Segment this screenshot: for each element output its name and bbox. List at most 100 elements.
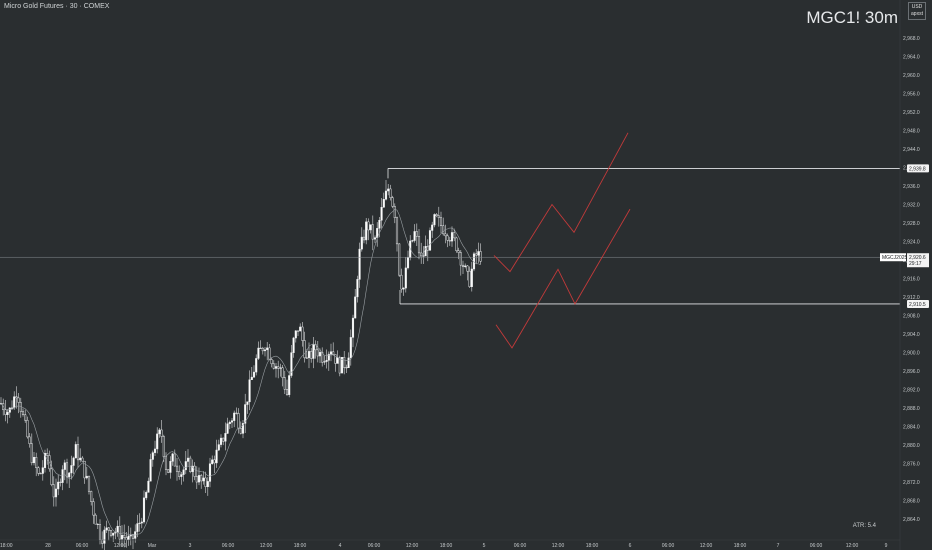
candle-body: [215, 449, 218, 464]
candle-body: [446, 235, 449, 241]
support-price-tag: 2,910.5: [907, 299, 929, 308]
ma-line: [0, 209, 481, 536]
candle-body: [347, 357, 350, 368]
price-tags: 2,939.8 2,910.5 MGCJ2025 2,920.629:17: [880, 164, 929, 308]
candle-body: [30, 443, 33, 464]
candle-body: [197, 475, 201, 483]
time-tick-label: 7: [777, 543, 780, 549]
candle-body: [167, 469, 170, 473]
candle-body: [120, 534, 124, 540]
candle-body: [285, 389, 289, 395]
time-tick-label: 06:00: [662, 543, 675, 549]
price-tick-label: 2,892.0: [903, 388, 920, 394]
candle-body: [6, 412, 9, 415]
projection-path-1: [493, 132, 629, 273]
candle-body: [43, 453, 47, 468]
price-tick-label: 2,944.0: [903, 147, 920, 153]
candle-body: [35, 456, 38, 469]
time-axis[interactable]: 18:00 28 06:00 12:00 Mar 3 06:00 12:00 18:00 4 06:…: [0, 539, 900, 549]
candle-body: [354, 296, 357, 319]
candle-body: [79, 457, 82, 461]
candle-body: [439, 217, 443, 226]
candle-body: [426, 246, 429, 251]
candle-body: [224, 433, 227, 442]
support-price-tag-text: 2,910.5: [909, 302, 926, 308]
candle-body: [118, 525, 121, 540]
candle-body: [13, 396, 16, 409]
time-tick-label: 28: [45, 543, 51, 549]
price-tick-label: 2,916.0: [903, 277, 920, 283]
horizontal-levels: [0, 168, 900, 305]
candle-body: [336, 357, 339, 364]
candle-body: [200, 475, 203, 482]
candle-body: [455, 237, 458, 252]
candle-body: [252, 371, 256, 378]
candle-body: [351, 317, 355, 338]
candle-body: [239, 428, 242, 434]
price-tick-label: 2,928.0: [903, 221, 920, 227]
candle-body: [301, 326, 304, 341]
candle-body: [310, 351, 313, 359]
price-tick-label: 2,880.0: [903, 443, 920, 449]
candle-body: [195, 476, 198, 483]
candle-body: [266, 347, 269, 351]
candle-body: [156, 433, 159, 450]
candle-body: [59, 481, 62, 483]
price-axis[interactable]: 2,968.0 2,964.0 2,960.0 2,956.0 2,952.0 2,948…: [899, 0, 920, 550]
candle-body: [17, 397, 20, 403]
candle-body: [475, 253, 478, 256]
candle-body: [380, 207, 383, 221]
candle-body: [10, 407, 14, 409]
candle-body: [226, 423, 229, 434]
price-tick-label: 2,888.0: [903, 406, 920, 412]
candle-body: [255, 358, 258, 373]
time-tick-label: 12:00: [260, 543, 273, 549]
candle-body: [37, 467, 40, 474]
support-price-tag-bg: [907, 299, 929, 308]
currency-sub-label: apxst: [911, 11, 923, 17]
price-tick-label: 2,924.0: [903, 240, 920, 246]
candle-body: [90, 491, 93, 502]
candle-body: [228, 421, 231, 425]
candle-body: [303, 340, 306, 359]
symbol-tag: MGCJ2025: [880, 253, 908, 262]
candle-body: [382, 199, 385, 208]
candle-body: [338, 357, 341, 374]
candle-body: [219, 437, 223, 445]
candle-body: [123, 534, 126, 538]
candle-body: [222, 437, 225, 442]
candle-body: [272, 363, 275, 369]
candle-body: [52, 484, 55, 498]
candle-body: [241, 423, 245, 434]
current-price-tag-text: 2,920.6: [909, 255, 926, 261]
candle-body: [164, 456, 168, 470]
price-tick-label: 2,872.0: [903, 480, 920, 486]
candle-body: [151, 452, 154, 460]
candle-body: [85, 475, 88, 479]
candle-body: [149, 459, 152, 482]
candle-body: [281, 367, 284, 378]
candle-body: [193, 465, 196, 477]
candle-body: [307, 351, 311, 359]
candle-body: [290, 352, 293, 376]
candle-body: [457, 250, 460, 253]
candle-body: [345, 367, 348, 369]
candle-body: [450, 232, 454, 242]
currency-button[interactable]: USD apxst: [908, 2, 926, 20]
candle-body: [312, 344, 315, 359]
candle-body: [389, 188, 392, 198]
candle-body: [428, 230, 432, 251]
time-tick-label: 12:00: [846, 543, 859, 549]
time-tick-label: 6: [629, 543, 632, 549]
candle-body: [246, 401, 249, 405]
candle-body: [257, 347, 260, 359]
candle-body: [259, 347, 262, 349]
time-tick-label: 12:00: [700, 543, 713, 549]
candle-body: [98, 524, 102, 541]
candle-body: [169, 461, 172, 473]
symbol-tag-bg: [880, 253, 906, 262]
candle-body: [26, 419, 29, 438]
current-price-tag: 2,920.629:17: [907, 253, 929, 268]
candle-body: [367, 221, 370, 231]
